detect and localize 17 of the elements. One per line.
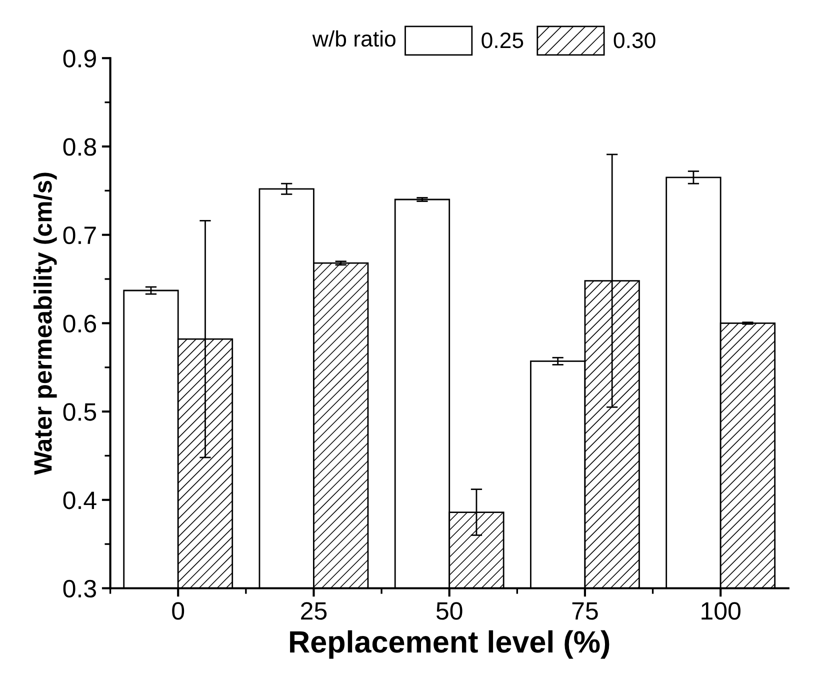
legend-label: 0.25 [482, 32, 524, 48]
x-tick-label: 25 [301, 602, 327, 620]
x-tick-label: 0 [172, 602, 184, 620]
y-tick-label: 0.5 [63, 403, 96, 421]
y-tick-label: 0.4 [63, 491, 96, 510]
x-axis-title: Replacement level (%) [290, 630, 610, 659]
legend-label: 0.30 [614, 32, 656, 48]
y-tick-label: 0.9 [63, 50, 96, 68]
y-tick-label: 0.8 [63, 138, 96, 156]
x-tick-label: 50 [436, 602, 462, 620]
y-tick-label: 0.7 [63, 226, 96, 244]
legend-title: w/b ratio [312, 30, 396, 47]
y-tick-label: 0.3 [63, 580, 96, 598]
x-tick-label: 75 [572, 602, 598, 620]
x-tick-label: 100 [702, 602, 740, 620]
y-tick-label: 0.6 [63, 314, 96, 332]
y-axis-title: Water permeability (cm/s) [33, 172, 57, 475]
